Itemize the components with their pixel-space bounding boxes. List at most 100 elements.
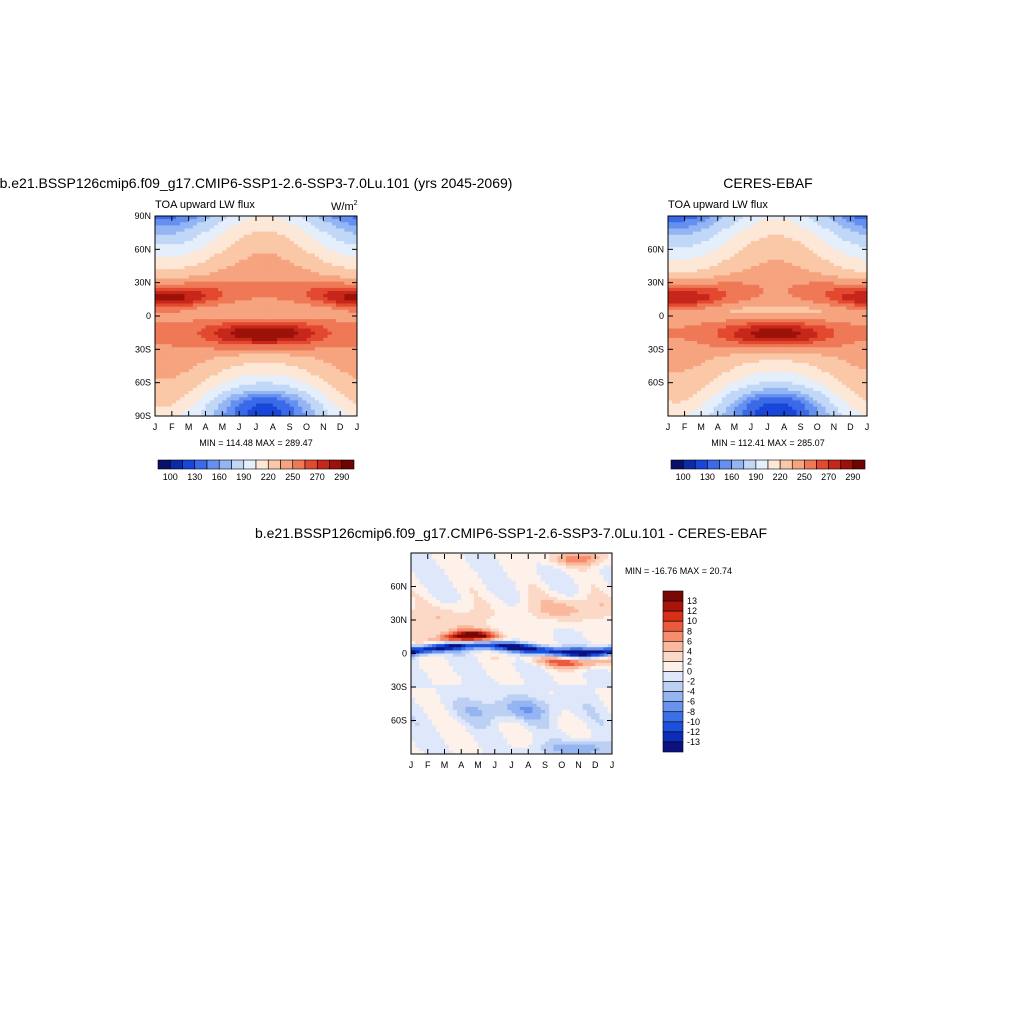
panel-model-cell — [310, 334, 316, 339]
panel-model-cell — [302, 312, 308, 317]
panel-model-cell — [298, 219, 303, 223]
panel-model-cell — [171, 225, 177, 230]
panel-model-cell — [331, 231, 337, 236]
panel-obs-cell — [701, 331, 706, 336]
panel-model-cell — [230, 372, 236, 376]
panel-obs-cell — [692, 244, 698, 248]
panel-model-cell — [159, 362, 165, 367]
panel-obs-cell — [697, 353, 702, 358]
panel-model-cell — [272, 228, 278, 233]
panel-obs-cell — [738, 387, 744, 392]
panel-obs-cell — [726, 259, 731, 264]
panel-model-cell — [209, 284, 215, 289]
panel-model-cell — [264, 259, 270, 264]
panel-model-cell — [180, 216, 186, 220]
panel-model-cell — [218, 369, 223, 373]
panel-obs-cell — [763, 216, 769, 220]
panel-model-cell — [251, 350, 257, 355]
panel-model-cell — [239, 353, 244, 358]
panel-obs-cell — [755, 316, 760, 320]
panel-model-cell — [180, 256, 186, 261]
panel-model-cell — [180, 387, 186, 392]
panel-obs-cell — [713, 409, 719, 414]
panel-model-cell — [268, 384, 274, 389]
panel-obs-cell — [676, 312, 682, 317]
panel-model-cell — [197, 275, 202, 280]
panel-model-cell — [188, 300, 194, 305]
panel-model-cell — [319, 291, 324, 295]
panel-obs-cell — [692, 372, 698, 376]
panel-model-cell — [218, 303, 223, 308]
panel-model-cell — [340, 275, 345, 280]
panel-model-cell — [352, 378, 357, 383]
panel-obs-cell — [734, 347, 740, 351]
panel-model-cell — [243, 328, 249, 333]
panel-model-cell — [327, 281, 333, 286]
panel-model-cell — [264, 281, 270, 286]
panel-model-cell — [218, 272, 223, 276]
panel-model-cell — [264, 331, 270, 336]
panel-model-cell — [226, 241, 232, 245]
panel-model-cell — [340, 362, 345, 367]
panel-model-cell — [230, 225, 236, 230]
panel-model-cell — [251, 403, 257, 408]
panel-model-cell — [222, 387, 228, 392]
panel-obs-cell — [734, 216, 740, 220]
panel-model-cell — [247, 306, 253, 311]
panel-model-cell — [184, 287, 190, 292]
panel-obs-cell — [697, 266, 702, 270]
panel-model-cell — [163, 237, 169, 242]
panel-model-cell — [352, 216, 357, 220]
panel-model-cell — [184, 228, 190, 233]
panel-obs-cell — [684, 291, 690, 295]
panel-obs-cell — [721, 347, 727, 351]
panel-obs-cell — [734, 272, 740, 276]
panel-model-cell — [184, 372, 190, 376]
panel-model-cell — [197, 337, 202, 342]
panel-obs-cell — [705, 244, 711, 248]
panel-model-cell — [298, 331, 303, 336]
panel-model-cell — [159, 322, 165, 326]
panel-model-cell — [256, 366, 261, 370]
panel-model-cell — [247, 284, 253, 289]
panel-obs-cell — [730, 331, 735, 336]
panel-model-cell — [247, 303, 253, 308]
panel-model-cell — [344, 375, 350, 380]
panel-obs-cell — [684, 278, 690, 283]
panel-obs-cell — [713, 303, 719, 308]
panel-obs-cell — [692, 347, 698, 351]
panel-obs-cell — [759, 219, 764, 223]
panel-model-cell — [260, 331, 266, 336]
panel-model-cell — [285, 391, 291, 395]
panel-obs-cell — [721, 400, 727, 405]
panel-model-cell — [163, 381, 169, 386]
panel-model-cell — [176, 272, 181, 276]
panel-obs-cell — [759, 347, 764, 351]
panel-obs-cell — [668, 344, 673, 348]
panel-obs-cell — [676, 337, 682, 342]
panel-model-cell — [213, 397, 219, 401]
panel-obs-cell — [668, 322, 673, 326]
panel-model-cell — [340, 384, 345, 389]
panel-obs-cell — [709, 225, 715, 230]
panel-obs-cell — [767, 294, 773, 298]
panel-obs-cell — [734, 387, 740, 392]
panel-model-cell — [184, 347, 190, 351]
panel-model-cell — [192, 281, 198, 286]
panel-obs-cell — [684, 216, 690, 220]
panel-obs-cell — [672, 309, 677, 314]
panel-model-cell — [289, 322, 295, 326]
panel-model-cell — [289, 337, 295, 342]
panel-model-cell — [331, 234, 337, 239]
panel-model-cell — [247, 362, 253, 367]
panel-model-cell — [197, 356, 202, 361]
panel-model-cell — [159, 231, 165, 236]
panel-model-cell — [213, 344, 219, 348]
panel-obs-cell — [784, 253, 789, 258]
panel-obs-cell — [779, 337, 785, 342]
panel-model-cell — [188, 234, 194, 239]
panel-obs-cell — [701, 322, 706, 326]
panel-model-cell — [264, 409, 270, 414]
panel-model-cell — [226, 284, 232, 289]
panel-model-cell — [314, 387, 320, 392]
